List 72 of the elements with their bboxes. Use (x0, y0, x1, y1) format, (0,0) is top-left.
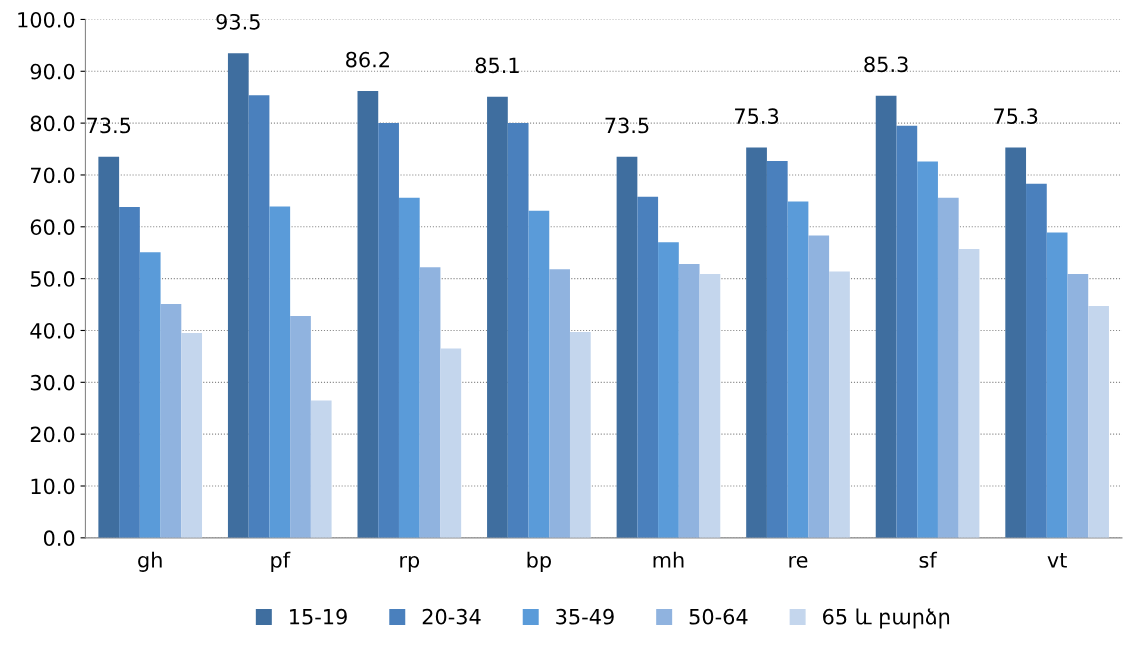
bar (507, 123, 529, 538)
x-tick-label: re (789, 555, 808, 568)
bar (917, 161, 938, 538)
legend-label: 20-34 (422, 608, 481, 625)
y-tick-label: 60.0 (30, 219, 75, 236)
bar (569, 332, 591, 538)
bar (378, 123, 399, 538)
bar (699, 273, 721, 538)
data-label: 93.5 (216, 13, 260, 30)
data-label: 73.5 (87, 117, 131, 134)
bar (227, 53, 249, 538)
bar (746, 147, 767, 538)
y-tick-label: 30.0 (30, 374, 75, 391)
y-tick-label: 10.0 (31, 478, 75, 495)
y-tick-label: 20.0 (30, 426, 75, 443)
bar (766, 160, 788, 538)
y-tick-label: 50.0 (30, 271, 75, 287)
bar (357, 90, 379, 538)
legend-label: 65 և բարձր (823, 608, 950, 629)
bar (937, 197, 959, 538)
bar (160, 304, 182, 538)
bar (1026, 183, 1047, 538)
bar (1046, 232, 1068, 538)
y-tick-label: 40.0 (30, 322, 75, 339)
bar (658, 242, 679, 538)
bar (487, 96, 508, 538)
bar (678, 264, 700, 538)
bar (1067, 273, 1089, 538)
bar (616, 156, 638, 538)
bar (398, 197, 420, 538)
x-tick-label: gh (138, 551, 162, 572)
bar (139, 252, 161, 538)
legend-label: 35-49 (556, 608, 614, 625)
bar (787, 201, 809, 538)
bar (896, 125, 918, 538)
data-label: 75.3 (735, 108, 779, 124)
x-tick-label: bp (527, 551, 551, 572)
bar (808, 235, 830, 538)
bar (119, 207, 140, 538)
legend-label: 50-64 (689, 608, 748, 625)
y-tick-label: 70.0 (31, 167, 75, 184)
bar (181, 333, 203, 538)
bar (440, 348, 462, 538)
bar (875, 95, 897, 538)
data-label: 75.3 (994, 108, 1038, 124)
bar (419, 267, 441, 538)
bar (829, 271, 850, 538)
bar (1088, 306, 1109, 538)
bar (958, 249, 980, 538)
data-label: 85.1 (475, 57, 519, 74)
bar (248, 95, 270, 538)
bar (1005, 147, 1027, 538)
bar (269, 206, 291, 538)
bar (310, 400, 332, 538)
data-label: 73.5 (605, 117, 649, 134)
y-tick-label: 80.0 (30, 115, 75, 132)
x-tick-label: vt (1047, 552, 1067, 568)
data-label: 85.3 (864, 56, 908, 73)
bar (549, 269, 570, 538)
x-tick-label: pf (271, 551, 291, 572)
data-label: 86.2 (346, 51, 389, 68)
x-tick-label: sf (919, 551, 938, 568)
y-tick-label: 100.0 (18, 11, 75, 28)
x-tick-label: rp (400, 555, 420, 572)
bar (98, 156, 120, 538)
y-tick-label: 90.0 (30, 63, 75, 80)
bar (637, 196, 659, 538)
bar (528, 210, 550, 538)
legend-label: 15-19 (290, 608, 347, 625)
y-tick-label: 0.0 (43, 530, 75, 547)
bar (290, 315, 311, 538)
x-tick-label: mh (653, 551, 684, 568)
